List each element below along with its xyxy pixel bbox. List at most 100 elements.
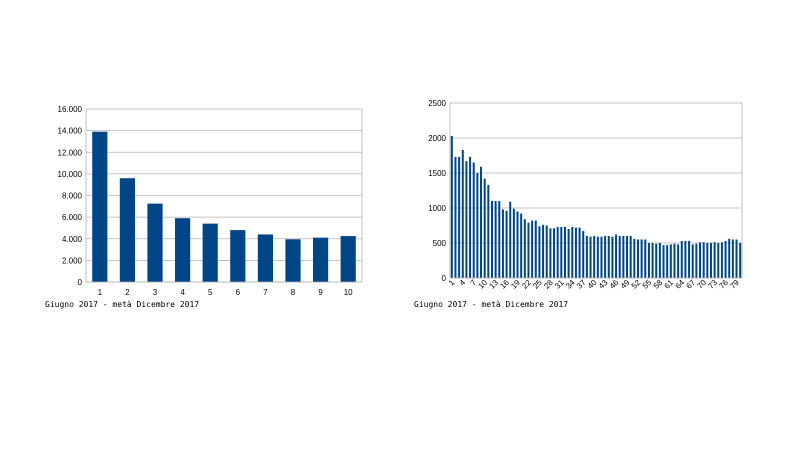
bar — [175, 218, 191, 282]
x-tick-label: 8 — [291, 288, 296, 297]
bar — [629, 236, 632, 278]
x-tick-label: 1 — [98, 288, 103, 297]
bar — [593, 236, 596, 278]
bar — [691, 244, 694, 278]
bar — [553, 228, 556, 278]
bar — [487, 184, 490, 278]
bar — [534, 220, 537, 278]
x-tick-label: 7 — [469, 278, 479, 288]
bar — [476, 173, 479, 278]
y-tick-label: 10.000 — [58, 170, 83, 179]
bar — [520, 213, 523, 278]
y-tick-label: 2000 — [428, 134, 446, 143]
bar — [713, 242, 716, 278]
bar — [626, 236, 629, 278]
bar — [604, 236, 607, 278]
bar — [739, 243, 742, 278]
x-tick-label: 2 — [125, 288, 130, 297]
y-tick-label: 0 — [78, 278, 83, 287]
bar — [545, 225, 548, 278]
y-tick-label: 2500 — [428, 99, 446, 108]
bar — [556, 226, 559, 278]
bar — [699, 242, 702, 278]
bar — [527, 222, 530, 278]
y-tick-label: 1000 — [428, 204, 446, 213]
bar — [618, 236, 621, 278]
bar — [202, 223, 218, 282]
bar — [658, 243, 661, 278]
bar — [563, 226, 566, 278]
bar — [571, 226, 574, 278]
bar — [688, 240, 691, 278]
x-tick-label: 3 — [153, 288, 158, 297]
bar — [706, 243, 709, 278]
right-chart-caption: Giugno 2017 - metà Dicembre 2017 — [414, 300, 569, 309]
bar — [523, 219, 526, 278]
x-tick-label: 5 — [208, 288, 213, 297]
bar — [567, 229, 570, 278]
bar — [633, 238, 636, 278]
y-tick-label: 2.000 — [62, 256, 83, 265]
x-tick-label: 79 — [728, 278, 741, 291]
bar — [717, 243, 720, 278]
y-tick-label: 6.000 — [62, 213, 83, 222]
bar — [538, 226, 541, 278]
x-tick-label: 9 — [318, 288, 323, 297]
bar — [560, 226, 563, 278]
bar — [454, 156, 457, 278]
bar — [677, 244, 680, 278]
y-tick-label: 16.000 — [58, 105, 83, 114]
bar — [465, 161, 468, 278]
y-tick-label: 12.000 — [58, 148, 83, 157]
bar — [147, 203, 163, 282]
bar — [684, 240, 687, 278]
x-tick-label: 4 — [458, 278, 468, 288]
bar — [622, 236, 625, 278]
bar — [702, 242, 705, 278]
bar — [615, 234, 618, 278]
bar — [313, 237, 329, 282]
bar — [574, 227, 577, 278]
bar — [596, 236, 599, 278]
bar — [461, 149, 464, 278]
bar — [483, 178, 486, 278]
bar — [735, 239, 738, 278]
bar — [644, 239, 647, 278]
bar — [680, 240, 683, 278]
bar — [662, 245, 665, 278]
bar — [611, 236, 614, 278]
bar — [709, 243, 712, 278]
bar — [498, 201, 501, 278]
bar — [340, 236, 356, 282]
bar — [119, 178, 135, 282]
bar — [651, 243, 654, 278]
y-tick-label: 1500 — [428, 169, 446, 178]
bar — [724, 240, 727, 278]
bar — [505, 210, 508, 278]
left-bar-chart: 0 2.000 4.000 6.000 8.000 10.000 12.000 14.000 1… — [58, 105, 363, 297]
bar — [720, 242, 723, 278]
bar — [655, 243, 658, 278]
bar — [458, 156, 461, 278]
bar — [673, 243, 676, 278]
bar — [542, 224, 545, 278]
x-tick-label: 6 — [236, 288, 241, 297]
bar — [669, 244, 672, 278]
x-tick-label: 1 — [447, 278, 457, 288]
bar — [472, 162, 475, 278]
bar — [549, 228, 552, 278]
y-tick-label: 0 — [442, 274, 447, 283]
bar — [509, 201, 512, 278]
bar — [92, 131, 108, 282]
bar — [257, 234, 273, 282]
bar — [516, 211, 519, 278]
y-tick-label: 14.000 — [58, 127, 83, 136]
bar — [647, 243, 650, 278]
bar — [728, 238, 731, 278]
bar — [480, 166, 483, 278]
bar — [501, 209, 504, 278]
bar — [585, 236, 588, 278]
y-tick-label: 500 — [433, 239, 447, 248]
bar — [695, 243, 698, 278]
bar — [469, 156, 472, 278]
